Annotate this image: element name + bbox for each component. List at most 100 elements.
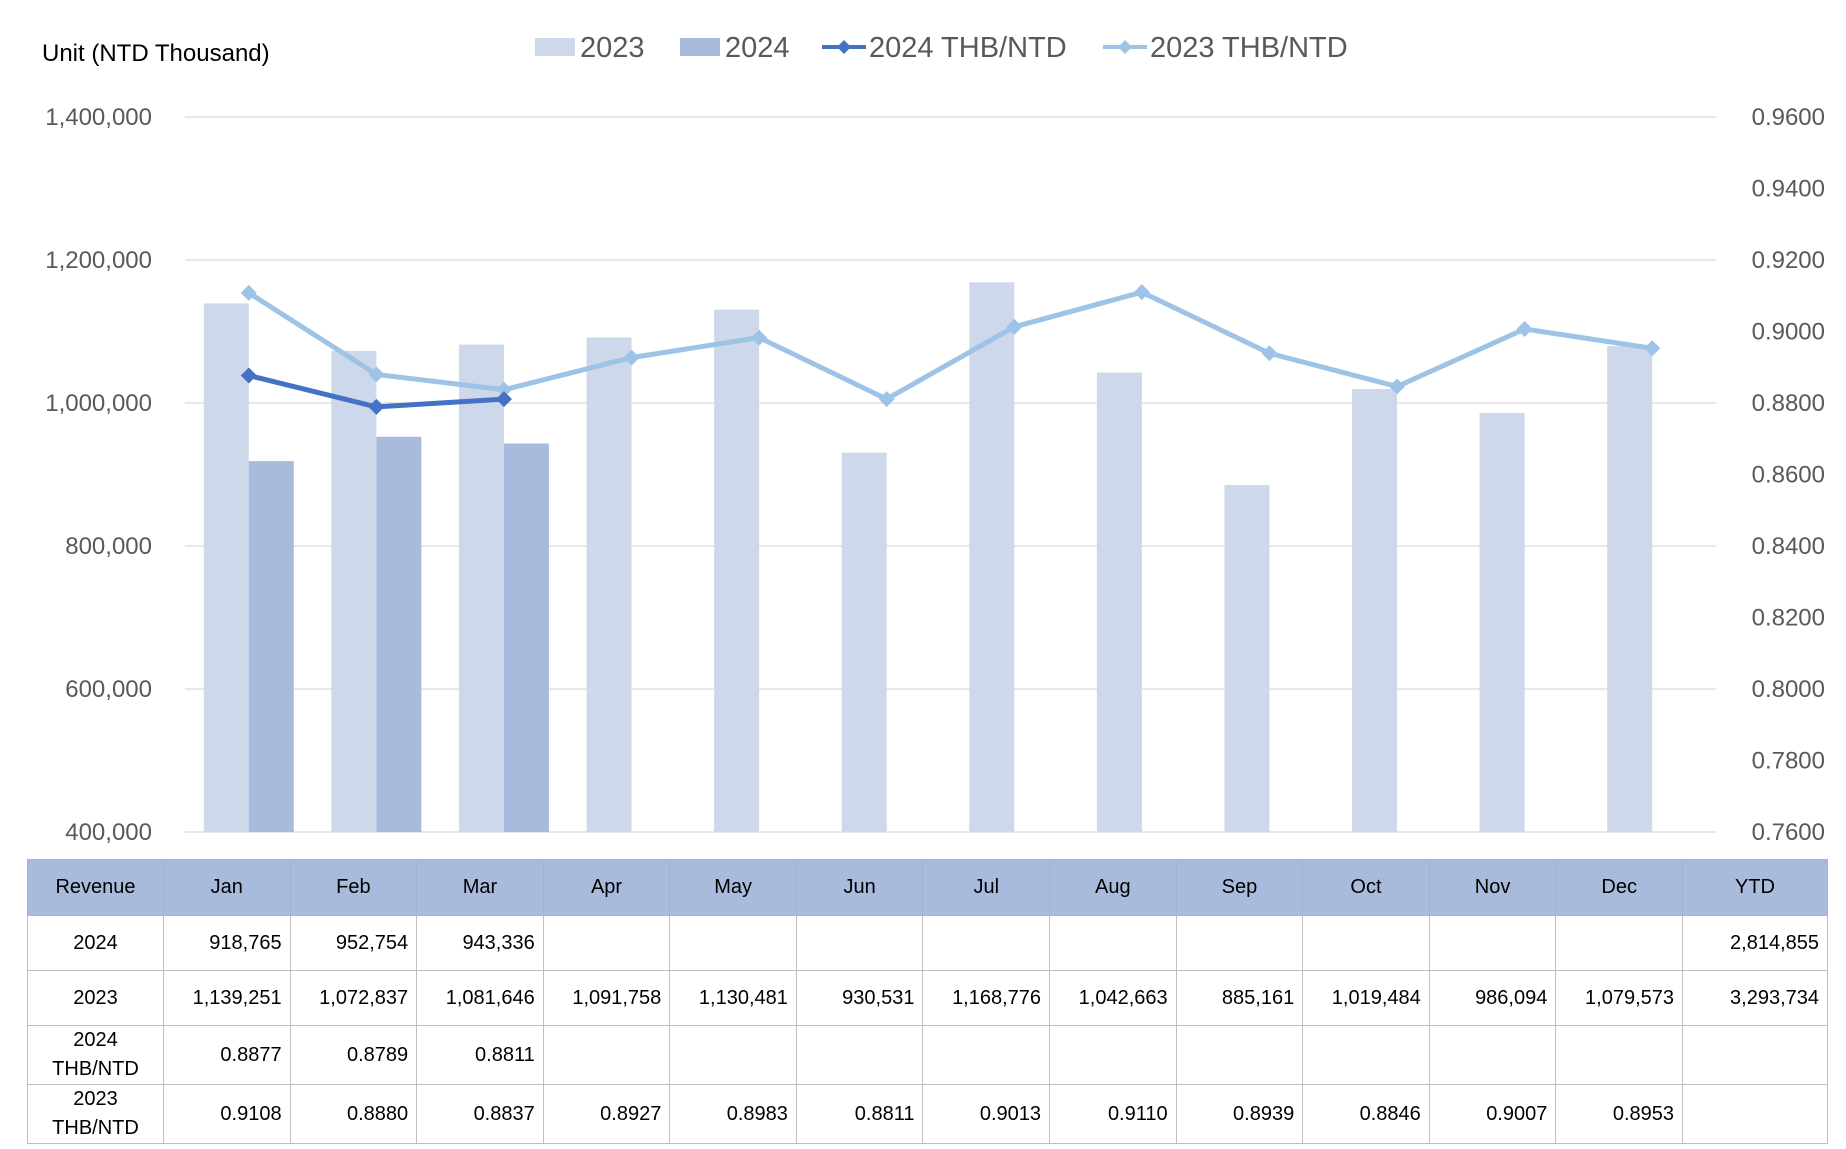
table-cell xyxy=(1302,1025,1430,1085)
point-2023 THB/NTD-Dec xyxy=(1644,340,1661,357)
right-tick-label: 0.8600 xyxy=(1752,462,1825,489)
bar-2023-Apr xyxy=(586,337,632,832)
table-header-cell: Jan xyxy=(163,859,291,916)
legend-label-2023 THB/NTD: 2023 THB/NTD xyxy=(1150,32,1348,64)
table-cell: 0.9108 xyxy=(163,1084,291,1144)
table-cell: 1,168,776 xyxy=(922,970,1051,1026)
point-2024 THB/NTD-Mar xyxy=(495,391,512,408)
table-cell: 0.9007 xyxy=(1428,1084,1557,1144)
table-header-cell: May xyxy=(669,859,797,916)
table-cell: 3,293,734 xyxy=(1682,970,1828,1026)
point-2023 THB/NTD-Sep xyxy=(1261,345,1278,362)
table-cell: 930,531 xyxy=(795,970,924,1026)
table-header-cell: Nov xyxy=(1428,859,1557,916)
right-tick-label: 0.7800 xyxy=(1752,748,1825,775)
table-cell: 0.8880 xyxy=(289,1084,418,1144)
point-2024 THB/NTD-Jan xyxy=(240,367,257,384)
table-body: 2024 918,765 952,754 943,336 2,814,855 2023 1,… xyxy=(27,915,1828,1144)
left-tick-label: 800,000 xyxy=(65,533,152,560)
right-tick-label: 0.8800 xyxy=(1752,390,1825,417)
point-2023 THB/NTD-Jan xyxy=(240,284,257,301)
table-cell xyxy=(669,915,797,971)
point-2023 THB/NTD-Jul xyxy=(1006,318,1023,335)
bar-2023-Sep xyxy=(1224,485,1270,832)
table-cell xyxy=(922,1025,1051,1085)
table-cell xyxy=(542,1025,671,1085)
right-axis-ticks: 0.7600 0.7800 0.8000 0.8200 0.8400 0.8600 0.88… xyxy=(1752,104,1825,846)
table-header-cell: Feb xyxy=(289,859,418,916)
point-2023 THB/NTD-Mar xyxy=(495,381,512,398)
left-tick-label: 1,000,000 xyxy=(45,390,152,417)
table-header-cell: Jul xyxy=(922,859,1051,916)
table-cell: 1,079,573 xyxy=(1555,970,1683,1026)
left-tick-label: 400,000 xyxy=(65,819,152,846)
table-row-label: 2024 THB/NTD xyxy=(27,1025,164,1085)
table-cell: 1,019,484 xyxy=(1302,970,1430,1026)
right-tick-label: 0.9400 xyxy=(1752,176,1825,203)
bar-series xyxy=(203,282,1653,833)
table-cell xyxy=(1682,1084,1828,1144)
right-tick-label: 0.8400 xyxy=(1752,533,1825,560)
table-row-label: 2023 xyxy=(27,970,164,1026)
table-row: 2024 918,765 952,754 943,336 2,814,855 xyxy=(27,915,1828,971)
table-cell: 1,072,837 xyxy=(289,970,418,1026)
line-2023 THB/NTD xyxy=(247,289,1653,402)
bar-2023-May xyxy=(714,309,760,833)
table-cell: 0.8837 xyxy=(416,1084,544,1144)
table-cell xyxy=(1302,915,1430,971)
table-cell: 943,336 xyxy=(416,915,544,971)
point-2023 THB/NTD-Nov xyxy=(1516,320,1533,337)
bar-2023-Oct xyxy=(1352,389,1398,832)
bar-2023-Jun xyxy=(841,452,887,832)
table-cell xyxy=(1175,915,1304,971)
legend-marker-2024 THB/NTD xyxy=(837,40,851,54)
left-axis-ticks: 400,000 600,000 800,000 1,000,000 1,200,000 1… xyxy=(45,104,152,846)
table-header-cell: Aug xyxy=(1049,859,1177,916)
table-cell xyxy=(669,1025,797,1085)
table-cell xyxy=(1682,1025,1828,1085)
legend-swatch-2023 xyxy=(535,38,575,56)
point-2023 THB/NTD-Jun xyxy=(878,391,895,408)
bar-2024-Jan xyxy=(248,461,294,832)
table-header-cell: Apr xyxy=(542,859,671,916)
table-header-row: Revenue Jan Feb Mar Apr May Jun Jul Aug Sep Oct Nov… xyxy=(27,859,1828,916)
table-row: 2023 THB/NTD 0.9108 0.8880 0.8837 0.8927 0.89… xyxy=(27,1084,1828,1144)
table-cell: 1,130,481 xyxy=(669,970,797,1026)
table-header-cell: Dec xyxy=(1555,859,1683,916)
bar-2023-Aug xyxy=(1096,372,1142,832)
line-series xyxy=(240,284,1661,415)
left-tick-label: 1,200,000 xyxy=(45,247,152,274)
table-cell xyxy=(1555,1025,1683,1085)
bar-2023-Jul xyxy=(969,282,1015,832)
right-tick-label: 0.9600 xyxy=(1752,104,1825,131)
chart-legend: 2023 2024 2024 THB/NTD 2023 THB/NTD xyxy=(535,32,1348,64)
point-2024 THB/NTD-Feb xyxy=(368,398,385,415)
table-cell: 0.9110 xyxy=(1049,1084,1177,1144)
table-cell: 0.8939 xyxy=(1175,1084,1304,1144)
table-cell xyxy=(922,915,1051,971)
legend-label-2024: 2024 xyxy=(725,32,790,64)
table-cell xyxy=(795,915,924,971)
table-cell xyxy=(1049,1025,1177,1085)
table-header-cell: Jun xyxy=(795,859,924,916)
bar-2024-Feb xyxy=(376,436,422,832)
table-header-cell: Oct xyxy=(1302,859,1430,916)
point-2023 THB/NTD-May xyxy=(751,329,768,346)
bar-2024-Mar xyxy=(503,443,549,832)
right-tick-label: 0.9000 xyxy=(1752,319,1825,346)
legend-marker-2023 THB/NTD xyxy=(1118,40,1132,54)
point-2023 THB/NTD-Feb xyxy=(368,366,385,383)
table-cell: 2,814,855 xyxy=(1682,915,1828,971)
point-2023 THB/NTD-Apr xyxy=(623,349,640,366)
left-tick-label: 600,000 xyxy=(65,676,152,703)
table-cell: 918,765 xyxy=(163,915,291,971)
table-cell: 0.8983 xyxy=(669,1084,797,1144)
bar-2023-Jan xyxy=(203,303,249,832)
table-cell xyxy=(1428,1025,1557,1085)
table-cell: 0.8846 xyxy=(1302,1084,1430,1144)
table-cell: 986,094 xyxy=(1428,970,1557,1026)
table-cell: 1,139,251 xyxy=(163,970,291,1026)
table-header-cell: YTD xyxy=(1682,859,1828,916)
legend-label-2023: 2023 xyxy=(580,32,645,64)
table-cell: 0.8877 xyxy=(163,1025,291,1085)
